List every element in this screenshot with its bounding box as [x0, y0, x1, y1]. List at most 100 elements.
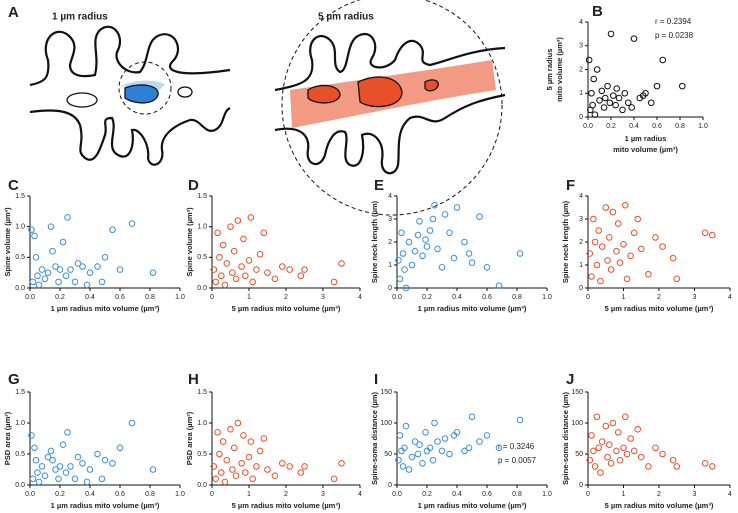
data-point: [588, 89, 595, 97]
x-tick-label: 0.6: [115, 294, 125, 301]
data-point: [260, 229, 268, 237]
x-tick-label: 0.2: [606, 123, 616, 130]
panel-letter: E: [374, 177, 384, 194]
data-point: [79, 460, 86, 467]
data-point: [109, 460, 116, 467]
data-point: [34, 469, 41, 476]
data-point: [229, 466, 236, 473]
data-point: [708, 231, 716, 239]
data-point: [149, 466, 157, 473]
y-tick-label: 0.5: [197, 451, 207, 458]
data-point: [405, 466, 413, 473]
x-tick-label: 1.0: [542, 294, 552, 301]
data-point: [401, 266, 408, 273]
data-point: [59, 238, 67, 246]
x-axis-label: 1 µm radius mito volume (µm³): [418, 304, 527, 313]
data-point: [149, 269, 157, 276]
data-point: [56, 266, 64, 273]
data-point: [240, 432, 247, 439]
data-point: [279, 460, 286, 467]
y-tick-label: 1: [388, 262, 392, 269]
y-tick-label: 1: [579, 90, 583, 97]
data-point: [659, 56, 667, 64]
data-point: [264, 269, 271, 276]
data-point: [330, 475, 338, 483]
data-point: [210, 463, 218, 470]
data-point: [598, 438, 606, 445]
scatter-panel: C 0.0 0.2 0.4 0.6 0.8 1.0 0.0 0.5 1.0 1.5 1 µm radi…: [3, 177, 185, 313]
data-point: [67, 266, 74, 273]
x-axis-label: 1 µm radius mito volume (µm³): [418, 501, 527, 510]
data-point: [593, 66, 601, 73]
x-tick-label: 0.8: [145, 491, 155, 498]
data-point: [441, 211, 449, 218]
data-point: [31, 444, 38, 452]
data-point: [264, 466, 271, 473]
y-tick-label: 150: [380, 389, 392, 396]
data-point: [588, 273, 595, 280]
data-point: [652, 444, 659, 452]
data-point: [86, 466, 94, 473]
data-point: [416, 441, 423, 449]
data-point: [438, 447, 446, 455]
data-point: [609, 208, 617, 216]
data-point: [98, 278, 106, 286]
x-tick-label: 0.2: [55, 491, 65, 498]
mitochondrion: [424, 79, 439, 92]
y-tick-label: 2: [579, 66, 583, 73]
diagram-label: 5 µm radius: [318, 12, 374, 23]
data-point: [297, 272, 305, 280]
data-point: [247, 214, 255, 221]
data-point: [593, 413, 601, 421]
data-point: [247, 438, 255, 445]
data-point: [598, 243, 606, 250]
data-point: [71, 475, 79, 483]
data-point: [607, 266, 615, 273]
data-point: [301, 463, 308, 470]
mitochondrion: [307, 84, 341, 104]
data-point: [271, 472, 279, 480]
data-point: [286, 266, 294, 273]
x-tick-label: 0.0: [392, 491, 402, 498]
data-point: [56, 463, 64, 470]
annotation: r = 0.2394: [655, 17, 692, 26]
data-point: [49, 247, 56, 255]
y-tick-label: 1.0: [197, 224, 207, 231]
data-point: [701, 229, 709, 237]
x-tick-label: 1.0: [175, 491, 185, 498]
data-point: [600, 104, 608, 111]
data-point: [627, 435, 634, 442]
data-point: [67, 463, 74, 470]
scatter-panel: G 0.0 0.2 0.4 0.6 0.8 1.0 0.0 0.5 1.0 1.5 1 µm radi…: [3, 371, 185, 510]
dendrite-outline: [274, 93, 506, 175]
y-tick-label: 3: [579, 216, 583, 223]
data-point: [419, 252, 426, 260]
x-tick-label: 3: [321, 294, 325, 301]
data-point: [620, 241, 627, 248]
x-tick-label: 0.4: [629, 123, 639, 130]
data-point: [94, 263, 101, 270]
x-tick-label: 0.0: [583, 123, 593, 130]
data-point: [83, 478, 91, 486]
data-point: [621, 89, 629, 97]
x-axis-label: 5 µm radius mito volume (µm³): [232, 501, 341, 510]
panel-letter: H: [188, 371, 199, 388]
x-tick-label: 2: [284, 491, 288, 498]
x-tick-label: 1.0: [542, 491, 552, 498]
data-point: [438, 264, 446, 271]
x-tick-label: 4: [358, 491, 362, 498]
data-point: [101, 254, 109, 261]
y-tick-label: 100: [380, 420, 392, 427]
x-tick-label: 0.6: [482, 491, 492, 498]
x-tick-label: 0.0: [25, 491, 35, 498]
data-point: [616, 456, 624, 464]
panel-a-diagram: A 1 µm radius 5 µm radius: [8, 0, 506, 216]
panel-letter: F: [566, 177, 575, 194]
data-point: [602, 422, 610, 430]
data-point: [28, 432, 35, 439]
data-point: [64, 214, 71, 221]
data-point: [613, 85, 621, 92]
x-tick-label: 3: [693, 294, 697, 301]
x-tick-label: 0.6: [482, 294, 492, 301]
x-tick-label: 0.4: [85, 294, 95, 301]
